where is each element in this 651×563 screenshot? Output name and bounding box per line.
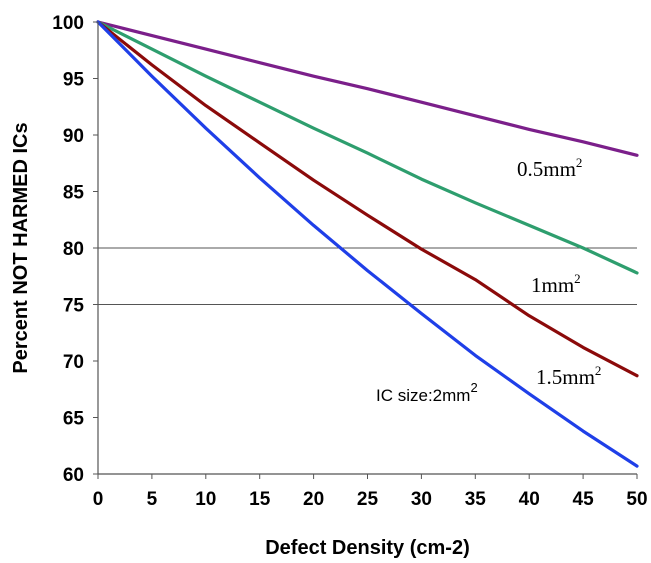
y-tick-label: 100 bbox=[52, 13, 84, 34]
x-tick-label: 20 bbox=[303, 489, 324, 510]
x-tick-label: 40 bbox=[519, 489, 540, 510]
series-line-2 bbox=[96, 20, 639, 378]
series-line-3 bbox=[96, 20, 639, 468]
series-label-text: 0.5mm bbox=[517, 157, 576, 181]
x-tick-label: 35 bbox=[465, 489, 487, 510]
series-label-0: 0.5mm2 bbox=[517, 155, 582, 181]
y-tick-label: 85 bbox=[63, 183, 85, 204]
y-tick-label: 65 bbox=[63, 409, 85, 430]
y-axis-ticks: 60 65 70 75 80 85 90 95 100 bbox=[52, 13, 98, 486]
x-tick-label: 45 bbox=[573, 489, 595, 510]
y-tick-label: 60 bbox=[63, 465, 84, 486]
x-tick-label: 10 bbox=[195, 489, 216, 510]
y-axis-title: Percent NOT HARMED ICs bbox=[10, 122, 32, 373]
gridlines bbox=[98, 247, 637, 305]
x-tick-label: 50 bbox=[626, 489, 647, 510]
series-label-text: 1.5mm bbox=[536, 365, 595, 389]
series-group bbox=[96, 20, 639, 468]
series-label-3: IC size:2mm2 bbox=[376, 380, 478, 405]
y-tick-label: 90 bbox=[63, 126, 84, 147]
series-line-0 bbox=[96, 20, 639, 157]
series-label-text: IC size:2mm bbox=[376, 386, 470, 405]
x-tick-label: 30 bbox=[411, 489, 432, 510]
y-tick-label: 70 bbox=[63, 352, 84, 373]
x-tick-label: 0 bbox=[93, 489, 104, 510]
series-label-superscript: 2 bbox=[595, 363, 602, 378]
x-axis-ticks: 0 5 10 15 20 25 30 35 40 45 50 bbox=[93, 474, 648, 510]
series-line-1 bbox=[96, 20, 639, 275]
series-label-2: 1.5mm2 bbox=[536, 363, 601, 389]
series-label-1: 1mm2 bbox=[531, 271, 581, 297]
series-label-superscript: 2 bbox=[574, 271, 581, 286]
y-tick-label: 95 bbox=[63, 70, 85, 91]
y-tick-label: 75 bbox=[63, 296, 85, 317]
y-tick-label: 80 bbox=[63, 239, 84, 260]
series-label-text: 1mm bbox=[531, 273, 574, 297]
x-tick-label: 25 bbox=[357, 489, 379, 510]
series-label-superscript: 2 bbox=[576, 155, 583, 170]
x-axis-title: Defect Density (cm-2) bbox=[265, 537, 470, 559]
x-tick-label: 5 bbox=[147, 489, 158, 510]
x-tick-label: 15 bbox=[249, 489, 271, 510]
series-label-superscript: 2 bbox=[470, 380, 477, 395]
